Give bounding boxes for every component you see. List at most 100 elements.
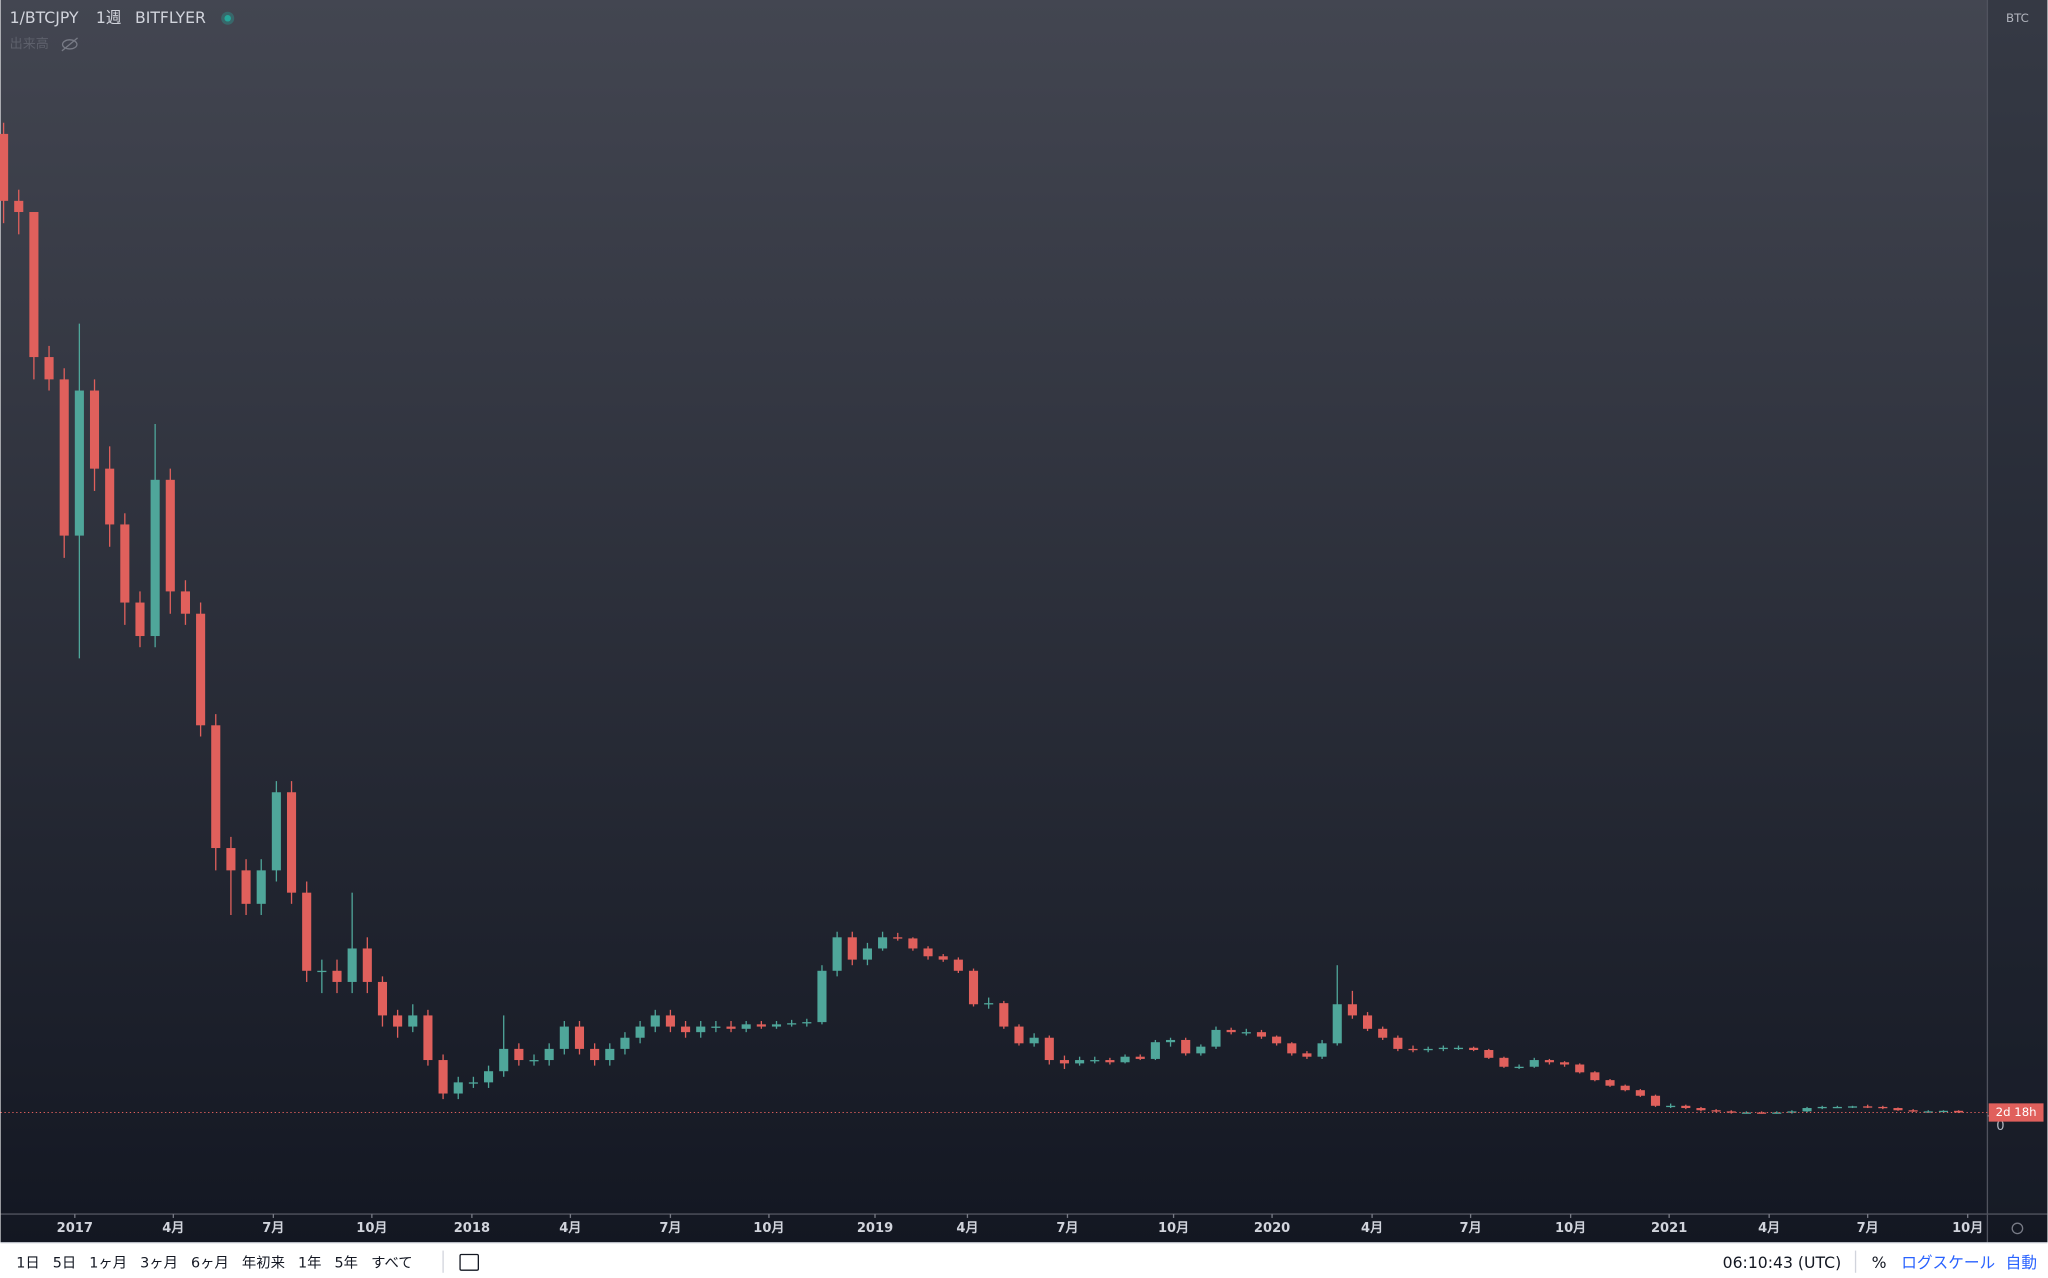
price-unit: BTC xyxy=(2006,11,2029,25)
candle-body xyxy=(1650,1095,1661,1106)
candle-body xyxy=(1211,1029,1221,1047)
x-tick-label: 7月 xyxy=(659,1221,681,1236)
candle-body xyxy=(484,1071,494,1083)
candle-body xyxy=(1363,1015,1373,1029)
auto-toggle[interactable]: 自動 xyxy=(2006,1253,2037,1272)
candle-body xyxy=(1469,1047,1479,1051)
candle-body xyxy=(999,1003,1009,1027)
x-tick-label: 2017 xyxy=(57,1221,93,1236)
x-tick-label: 10月 xyxy=(1158,1221,1189,1236)
range-button[interactable]: 3ヶ月 xyxy=(140,1256,178,1272)
x-tick-label: 2019 xyxy=(857,1221,893,1236)
range-button[interactable]: 1年 xyxy=(298,1255,321,1272)
candle-body xyxy=(1590,1072,1600,1081)
candle-body xyxy=(1256,1032,1267,1037)
candle-body xyxy=(1787,1111,1797,1113)
volume-label[interactable]: 出来高 xyxy=(10,36,49,52)
candle-body xyxy=(408,1015,418,1027)
candle-body xyxy=(1272,1036,1282,1044)
range-button[interactable]: すべて xyxy=(371,1255,412,1272)
candle-body xyxy=(1878,1106,1888,1109)
price-axis-panel xyxy=(1987,0,2048,1215)
symbol[interactable]: 1/BTCJPY xyxy=(10,8,79,27)
candle-body xyxy=(938,956,948,960)
candle-body xyxy=(89,390,100,469)
hide-icon[interactable] xyxy=(61,39,78,50)
candle-body xyxy=(135,602,145,637)
x-tick-label: 2018 xyxy=(454,1221,490,1236)
y-tick-label: 0 xyxy=(1996,1119,2004,1134)
candle-body xyxy=(1499,1057,1509,1067)
plot-area xyxy=(0,122,1988,1114)
candle-body xyxy=(1120,1056,1130,1063)
candle-body xyxy=(984,1003,994,1005)
candle-body xyxy=(1029,1037,1039,1044)
candle-body xyxy=(74,390,84,536)
candle-body xyxy=(953,959,963,971)
countdown-badge xyxy=(1988,1103,2044,1122)
candle-body xyxy=(1014,1026,1024,1044)
countdown: 2d 18h xyxy=(1996,1105,2037,1119)
range-button[interactable]: 6ヶ月 xyxy=(191,1256,229,1272)
range-button[interactable]: 1日 xyxy=(16,1256,39,1272)
candle-body xyxy=(908,938,918,949)
candle-body xyxy=(1802,1108,1812,1112)
percent-toggle[interactable]: % xyxy=(1872,1253,1887,1272)
x-tick-label: 4月 xyxy=(956,1221,978,1236)
candle-body xyxy=(1484,1050,1494,1058)
log-scale-toggle[interactable]: ログスケール xyxy=(1901,1253,1995,1272)
candle-body xyxy=(817,970,827,1023)
range-button[interactable]: 年初来 xyxy=(242,1255,285,1272)
candle-body xyxy=(1423,1048,1433,1051)
candle-body xyxy=(878,937,888,949)
candle-body xyxy=(1165,1039,1176,1043)
chart-background xyxy=(0,0,2048,1243)
candle-body xyxy=(1332,1004,1342,1044)
candle-body xyxy=(771,1024,782,1027)
candle-body xyxy=(347,948,357,982)
candle-body xyxy=(332,970,342,982)
bottom-toolbar xyxy=(0,1242,2048,1278)
candle-body xyxy=(150,479,160,637)
candle-body xyxy=(1514,1066,1524,1069)
date-range-icon[interactable] xyxy=(459,1253,479,1271)
candle-body xyxy=(59,379,69,536)
range-button[interactable]: 5日 xyxy=(53,1256,76,1272)
x-tick-label: 2020 xyxy=(1254,1221,1290,1236)
candle-body xyxy=(1529,1060,1539,1067)
candle-body xyxy=(514,1048,524,1061)
x-tick-label: 2021 xyxy=(1651,1221,1687,1236)
candle-body xyxy=(499,1048,509,1072)
candle-body xyxy=(1075,1060,1085,1064)
range-button[interactable]: 5年 xyxy=(335,1255,358,1272)
candle-body xyxy=(862,948,872,960)
clock[interactable]: 06:10:43 (UTC) xyxy=(1723,1253,1842,1272)
candle-body xyxy=(605,1048,615,1061)
candle-body xyxy=(1832,1106,1842,1109)
candle-body xyxy=(1453,1047,1464,1050)
x-tick-label: 10月 xyxy=(356,1221,387,1236)
candle-body xyxy=(802,1022,812,1024)
candle-body xyxy=(1847,1106,1858,1108)
exchange[interactable]: BITFLYER xyxy=(135,8,206,27)
candle-body xyxy=(393,1015,403,1027)
candle-body xyxy=(590,1048,600,1061)
candle-body xyxy=(29,212,39,358)
candle-body xyxy=(105,468,115,525)
candle-body xyxy=(1726,1111,1736,1113)
candle-body xyxy=(1287,1043,1297,1054)
candle-body xyxy=(1317,1043,1327,1057)
hide-icon-slash xyxy=(61,37,78,52)
range-button[interactable]: 1ヶ月 xyxy=(89,1256,127,1272)
candle-body xyxy=(196,613,206,726)
candle-body xyxy=(165,479,175,592)
x-tick-label: 4月 xyxy=(162,1221,184,1236)
candle-body xyxy=(1696,1108,1706,1111)
candle-body xyxy=(832,937,842,971)
candle-body xyxy=(559,1026,569,1049)
settings-icon[interactable] xyxy=(2011,1222,2024,1235)
interval[interactable]: 1週 xyxy=(96,8,122,27)
candle-body xyxy=(1393,1037,1403,1049)
x-tick-label: 4月 xyxy=(1361,1221,1383,1236)
x-tick-label: 7月 xyxy=(1460,1221,1482,1236)
